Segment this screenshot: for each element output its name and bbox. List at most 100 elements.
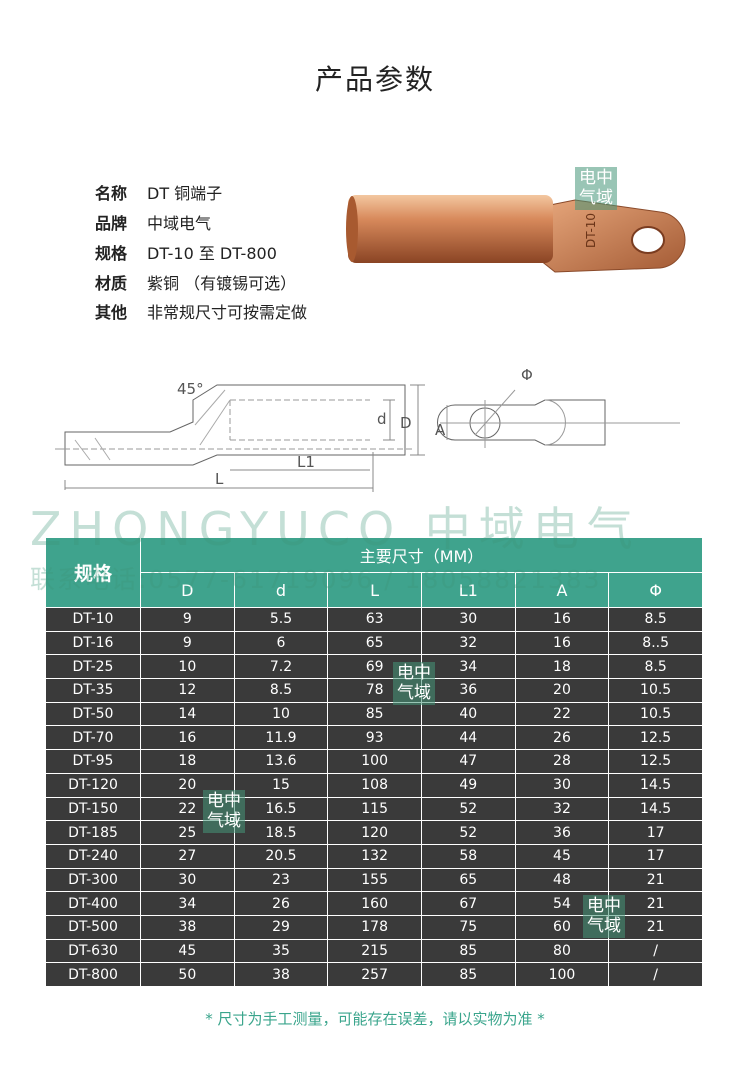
table-cell: 65 <box>327 630 422 656</box>
table-cell: 22 <box>514 701 610 727</box>
table-cell: 16 <box>514 630 610 656</box>
spec-value: 中域电气 <box>147 214 212 233</box>
table-cell: 65 <box>420 867 516 893</box>
table-cell: 115 <box>327 796 422 822</box>
table-cell: 30 <box>420 607 516 632</box>
table-cell: DT-185 <box>45 820 141 845</box>
spec-header: 规格 <box>45 537 141 608</box>
column-header: L1 <box>420 572 516 608</box>
table-cell: 38 <box>140 914 235 940</box>
table-cell: 52 <box>420 820 516 845</box>
table-row: DT-120 20 15 108 49 30 14.5 <box>45 772 703 798</box>
table-row: DT-95 18 13.6 100 47 28 12.5 <box>45 749 703 774</box>
table-cell: 7.2 <box>233 654 329 680</box>
table-cell: 12.5 <box>608 749 703 774</box>
table-cell: 155 <box>327 867 422 893</box>
table-cell: DT-240 <box>45 843 141 869</box>
table-cell: 108 <box>327 772 422 798</box>
table-cell: 20 <box>514 678 610 703</box>
table-cell: 9 <box>140 630 235 656</box>
title: 产品参数 <box>314 63 435 96</box>
table-cell: 93 <box>327 725 422 751</box>
table-cell: 178 <box>327 914 422 940</box>
table-cell: 100 <box>327 749 422 774</box>
watermark-contact: 联系电话:0577-61719096 / 18058821383 <box>30 565 602 594</box>
spec-label: 其他 <box>95 303 128 322</box>
table-cell: 8.5 <box>608 654 703 680</box>
table-cell: 132 <box>327 843 422 869</box>
label-angle: 45° <box>177 380 204 398</box>
table-cell: 80 <box>514 938 610 964</box>
stamp-line: 电中 <box>207 791 241 811</box>
table-cell: 26 <box>233 891 329 916</box>
table-cell: 13.6 <box>233 749 329 774</box>
table-cell: 38 <box>233 962 329 987</box>
stamp-line: 电中 <box>579 168 613 188</box>
table-row: DT-300 30 23 155 65 48 21 <box>45 867 703 893</box>
table-cell: / <box>608 962 703 987</box>
table-cell: 75 <box>420 914 516 940</box>
table-cell: 58 <box>420 843 516 869</box>
table-cell: 85 <box>327 701 422 727</box>
table-cell: 11.9 <box>233 725 329 751</box>
table-cell: 10 <box>233 701 329 727</box>
table-cell: 18.5 <box>233 820 329 845</box>
table-cell: DT-150 <box>45 796 141 822</box>
product-image: DT-10 <box>346 195 686 273</box>
table-cell: 215 <box>327 938 422 964</box>
stamp: 电中 气域 <box>393 662 435 705</box>
table-row: DT-50 14 10 85 40 22 10.5 <box>45 701 703 727</box>
table-cell: DT-70 <box>45 725 141 751</box>
table-row: DT-16 9 6 65 32 16 8..5 <box>45 630 703 656</box>
spec-label: 品牌 <box>95 214 128 233</box>
table-cell: 8..5 <box>608 630 703 656</box>
spec-value: DT-10 至 DT-800 <box>147 244 277 263</box>
table-cell: 50 <box>140 962 235 987</box>
label-L1: L1 <box>297 453 315 471</box>
label-A: A <box>435 421 446 439</box>
table-cell: 17 <box>608 820 703 845</box>
spec-row: 其他 非常规尺寸可按需定做 <box>95 302 307 324</box>
table-cell: 45 <box>140 938 235 964</box>
table-cell: 10.5 <box>608 701 703 727</box>
stamp: 电中 气域 <box>583 895 625 938</box>
table-cell: 8.5 <box>233 678 329 703</box>
stamp-line: 电中 <box>397 663 431 683</box>
table-cell: 12 <box>140 678 235 703</box>
table-cell: 10 <box>140 654 235 680</box>
table-cell: 63 <box>327 607 422 632</box>
table-cell: DT-50 <box>45 701 141 727</box>
table-cell: 32 <box>420 630 516 656</box>
table-cell: 85 <box>420 938 516 964</box>
table-cell: 16 <box>140 725 235 751</box>
stamp-line: 气域 <box>587 916 621 936</box>
table-cell: 85 <box>420 962 516 987</box>
stamp-line: 电中 <box>587 896 621 916</box>
table-row: DT-10 9 5.5 63 30 16 8.5 <box>45 607 703 632</box>
table-cell: 5.5 <box>233 607 329 632</box>
table-cell: 16 <box>514 607 610 632</box>
table-cell: 9 <box>140 607 235 632</box>
table-cell: 120 <box>327 820 422 845</box>
table-cell: 15 <box>233 772 329 798</box>
spec-row: 品牌 中域电气 <box>95 213 211 235</box>
spec-value: 紫铜 （有镀锡可选） <box>147 274 297 293</box>
table-cell: 14.5 <box>608 796 703 822</box>
column-header: L <box>327 572 422 608</box>
table-cell: 29 <box>233 914 329 940</box>
column-header: d <box>233 572 329 608</box>
stamp-line: 气域 <box>579 188 613 208</box>
table-row: DT-240 27 20.5 132 58 45 17 <box>45 843 703 869</box>
spec-label: 规格 <box>95 244 128 263</box>
stamp: 电中 气域 <box>203 790 245 833</box>
table-cell: 32 <box>514 796 610 822</box>
table-cell: 18 <box>140 749 235 774</box>
table-cell: 18 <box>514 654 610 680</box>
table-cell: 40 <box>420 701 516 727</box>
table-cell: 100 <box>514 962 610 987</box>
table-cell: 45 <box>514 843 610 869</box>
table-cell: DT-95 <box>45 749 141 774</box>
spec-row: 材质 紫铜 （有镀锡可选） <box>95 273 296 295</box>
